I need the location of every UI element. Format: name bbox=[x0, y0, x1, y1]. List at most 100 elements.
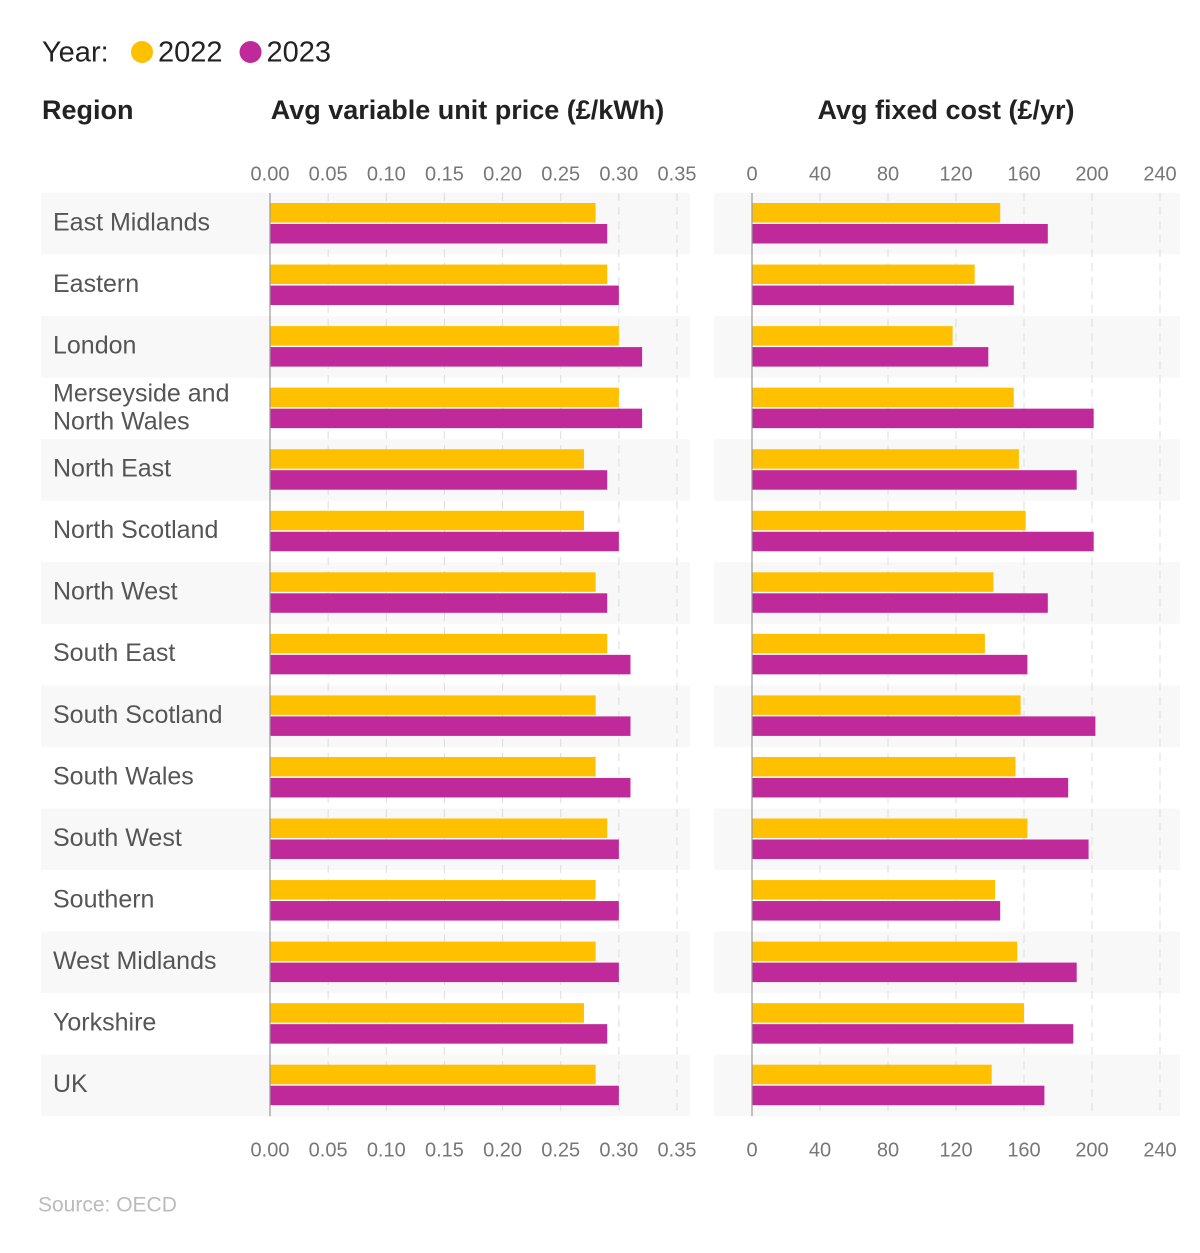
bar bbox=[270, 572, 596, 592]
bar bbox=[752, 839, 1089, 859]
category-label: North Scotland bbox=[53, 516, 218, 544]
x-tick-label: 0.35 bbox=[658, 163, 697, 185]
bar bbox=[752, 962, 1077, 983]
bar bbox=[270, 264, 608, 285]
x-tick-label: 0.00 bbox=[251, 1139, 290, 1161]
row-stripe bbox=[714, 193, 1180, 255]
x-tick-label: 0 bbox=[746, 1139, 757, 1161]
bar bbox=[752, 654, 1028, 675]
x-tick-label: 0 bbox=[746, 163, 757, 185]
category-label: South Scotland bbox=[53, 701, 223, 729]
x-tick-label: 0.05 bbox=[309, 163, 348, 185]
bar bbox=[270, 962, 619, 983]
category-label: UK bbox=[53, 1070, 88, 1098]
bar bbox=[270, 470, 608, 490]
legend-swatch bbox=[239, 41, 262, 63]
bar bbox=[752, 572, 994, 592]
bar bbox=[752, 880, 996, 900]
category-label: Yorkshire bbox=[53, 1009, 156, 1037]
x-tick-label: 80 bbox=[877, 163, 899, 185]
category-label: East Midlands bbox=[53, 208, 210, 236]
bar bbox=[270, 224, 608, 244]
bar bbox=[270, 387, 619, 408]
bar bbox=[752, 593, 1048, 613]
bar bbox=[270, 285, 619, 306]
bar bbox=[752, 224, 1048, 244]
bar bbox=[270, 880, 596, 900]
category-label: Merseyside and North Wales bbox=[53, 379, 229, 435]
row-stripe bbox=[714, 316, 1180, 378]
legend-swatch bbox=[131, 41, 153, 63]
x-tick-label: 40 bbox=[809, 1139, 831, 1161]
bar bbox=[270, 1085, 619, 1106]
bar bbox=[752, 470, 1077, 490]
source: Source: OECD bbox=[38, 1194, 177, 1217]
bar bbox=[270, 716, 631, 736]
category-label: South West bbox=[53, 824, 182, 852]
bar bbox=[752, 449, 1019, 469]
bar bbox=[270, 531, 619, 552]
x-tick-label: 0.20 bbox=[483, 163, 522, 185]
bar bbox=[270, 941, 596, 962]
x-tick-label: 200 bbox=[1075, 163, 1108, 185]
bar bbox=[270, 593, 608, 613]
row-stripe bbox=[714, 685, 1180, 747]
x-tick-label: 40 bbox=[809, 163, 831, 185]
x-tick-label: 160 bbox=[1007, 1139, 1040, 1161]
x-tick-label: 240 bbox=[1143, 163, 1176, 185]
bar bbox=[270, 1064, 596, 1085]
row-stripe bbox=[714, 562, 1180, 624]
x-tick-label: 160 bbox=[1007, 163, 1040, 185]
bar bbox=[752, 347, 989, 367]
bar bbox=[270, 510, 584, 531]
bar bbox=[270, 777, 631, 798]
x-tick-label: 0.00 bbox=[251, 163, 290, 185]
category-header: Region bbox=[42, 95, 134, 125]
bar bbox=[752, 1085, 1045, 1106]
row-stripe bbox=[41, 316, 690, 378]
bar bbox=[270, 326, 619, 346]
bar bbox=[270, 695, 596, 715]
category-label: South East bbox=[53, 639, 175, 667]
x-tick-label: 0.20 bbox=[483, 1139, 522, 1161]
x-tick-label: 0.25 bbox=[541, 163, 580, 185]
bar bbox=[752, 1024, 1074, 1044]
x-tick-label: 0.05 bbox=[309, 1139, 348, 1161]
bar bbox=[270, 818, 608, 838]
x-tick-label: 0.15 bbox=[425, 163, 464, 185]
bar bbox=[752, 285, 1014, 306]
bar bbox=[270, 203, 596, 223]
legend-label: 2023 bbox=[267, 37, 332, 69]
bar bbox=[752, 326, 953, 346]
row-stripe bbox=[714, 1054, 1180, 1117]
bar bbox=[270, 449, 584, 469]
bar bbox=[752, 1003, 1024, 1023]
bar bbox=[752, 756, 1016, 777]
x-tick-label: 120 bbox=[939, 1139, 972, 1161]
bar bbox=[752, 531, 1094, 552]
bar bbox=[752, 818, 1028, 838]
bar bbox=[270, 347, 643, 367]
bar bbox=[752, 510, 1026, 531]
panel-title: Avg fixed cost (£/yr) bbox=[817, 95, 1074, 125]
bar bbox=[752, 716, 1096, 736]
category-label: London bbox=[53, 331, 136, 359]
x-tick-label: 0.25 bbox=[541, 1139, 580, 1161]
bar bbox=[752, 1064, 992, 1085]
bar bbox=[752, 387, 1014, 408]
category-label: North West bbox=[53, 578, 178, 606]
bar bbox=[752, 901, 1001, 921]
bar bbox=[270, 1024, 608, 1044]
bar bbox=[752, 777, 1069, 798]
row-stripe bbox=[714, 808, 1180, 871]
bar bbox=[752, 695, 1021, 715]
category-label: South Wales bbox=[53, 762, 194, 790]
bar bbox=[752, 408, 1094, 429]
bar bbox=[270, 633, 608, 654]
row-stripe bbox=[714, 931, 1180, 994]
bar bbox=[270, 901, 619, 921]
bar bbox=[752, 203, 1001, 223]
panel-title: Avg variable unit price (£/kWh) bbox=[271, 95, 665, 125]
bar bbox=[270, 408, 643, 429]
